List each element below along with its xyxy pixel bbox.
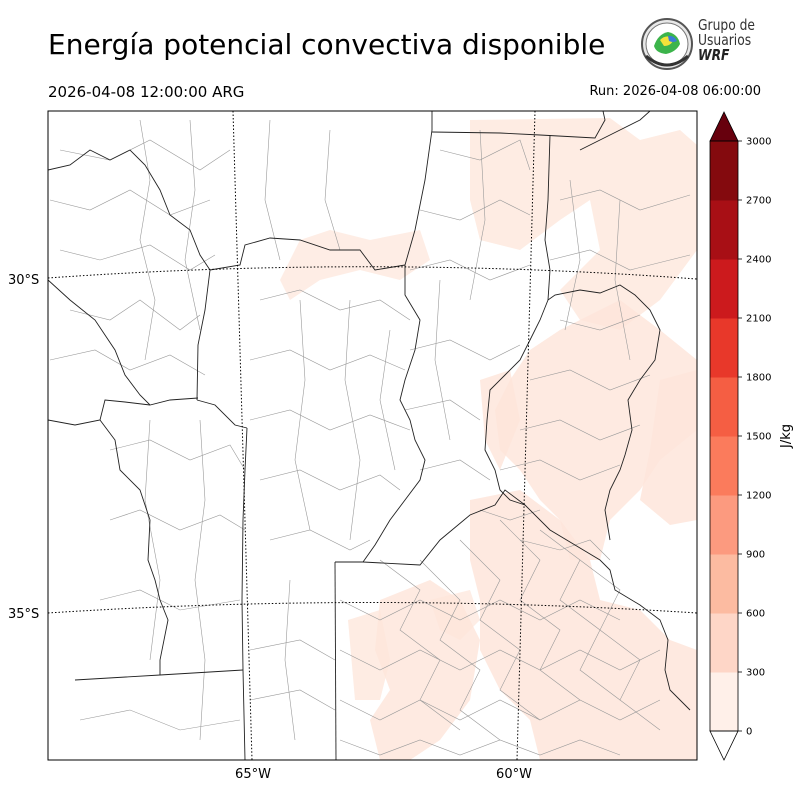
run-time: Run: 2026-04-08 06:00:00 — [589, 84, 761, 99]
colorbar-tick-label: 600 — [746, 609, 765, 620]
logo-line3: WRF — [698, 46, 730, 64]
colorbar-bin — [710, 495, 738, 555]
map-area — [48, 111, 697, 760]
colorbar-bin — [710, 554, 738, 614]
colorbar-bin — [710, 613, 738, 673]
lon-labels: 65°W 60°W — [235, 767, 532, 782]
cape-shading — [280, 118, 697, 760]
lon-label-65w: 65°W — [235, 767, 271, 782]
colorbar-tick-label: 1200 — [746, 491, 771, 502]
colorbar-tick-label: 1500 — [746, 432, 771, 443]
colorbar-tick-label: 0 — [746, 727, 752, 738]
colorbar: 0 300 600 900 1200 1500 1800 2100 2400 2700 3000 — [709, 111, 771, 761]
colorbar-extend-min — [709, 730, 739, 761]
colorbar-bin — [710, 141, 738, 201]
colorbar-bin — [710, 672, 738, 732]
logo-line2: Usuarios — [698, 31, 752, 49]
colorbar-bin — [710, 318, 738, 378]
colorbar-tick-label: 2700 — [746, 196, 771, 207]
page-title: Energía potencial convectiva disponible — [48, 28, 606, 61]
colorbar-bin — [710, 200, 738, 260]
colorbar-tick-label: 300 — [746, 668, 765, 679]
colorbar-extend-max — [709, 111, 739, 142]
department-boundaries — [49, 119, 691, 756]
colorbar-tick-label: 3000 — [746, 137, 771, 148]
logo-text: Grupo de Usuarios WRF — [698, 18, 755, 63]
lat-label-35s: 35°S — [8, 607, 39, 622]
colorbar-bin — [710, 259, 738, 319]
colorbar-tick-label: 900 — [746, 550, 765, 561]
grupo-usuarios-wrf-logo: Grupo de Usuarios WRF — [638, 16, 758, 76]
lon-label-60w: 60°W — [496, 767, 532, 782]
map-frame — [47, 110, 698, 761]
graticule — [48, 111, 697, 760]
colorbar-tick-label: 2400 — [746, 255, 771, 266]
province-boundaries — [48, 111, 691, 760]
logo-emblem-icon — [641, 18, 693, 70]
logo-line1: Grupo de — [698, 16, 756, 34]
colorbar-unit-label: J/kg — [779, 424, 794, 449]
lat-labels: 30°S 35°S — [8, 273, 39, 622]
colorbar-tick-label: 1800 — [746, 373, 771, 384]
valid-time: 2026-04-08 12:00:00 ARG — [48, 83, 245, 101]
lat-label-30s: 30°S — [8, 273, 39, 288]
colorbar-bin — [710, 377, 738, 437]
colorbar-bin — [710, 436, 738, 496]
colorbar-tick-label: 2100 — [746, 314, 771, 325]
